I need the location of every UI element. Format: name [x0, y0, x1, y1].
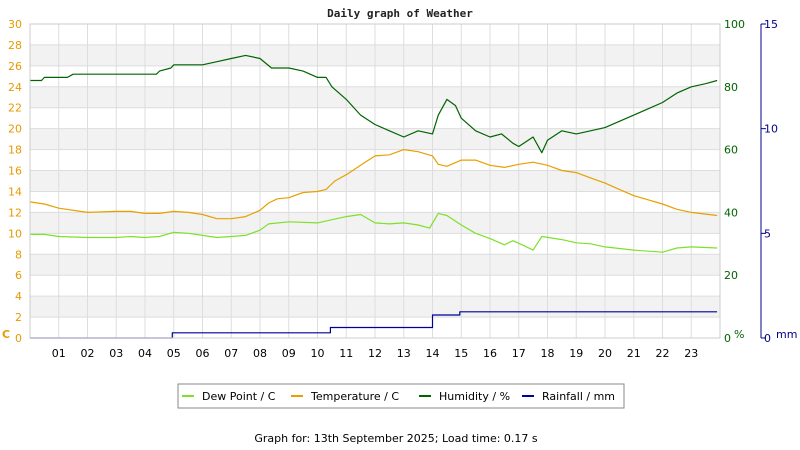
y-tick-label: 26 — [8, 60, 22, 73]
humidity-tick-label: 40 — [724, 206, 738, 219]
y-tick-label: 20 — [8, 123, 22, 136]
series-layer — [29, 54, 718, 339]
x-tick-label: 21 — [627, 347, 641, 360]
y-tick-label: 28 — [8, 39, 22, 52]
legend-box — [177, 383, 625, 409]
x-tick-label: 10 — [311, 347, 325, 360]
y-tick-label: 6 — [15, 269, 22, 282]
rainfall-tick-label: 15 — [764, 18, 778, 31]
x-tick-label: 07 — [224, 347, 238, 360]
humidity-tick-label: 60 — [724, 144, 738, 157]
y-tick-label: 22 — [8, 102, 22, 115]
x-tick-label: 03 — [109, 347, 123, 360]
x-tick-label: 22 — [656, 347, 670, 360]
x-tick-label: 11 — [339, 347, 353, 360]
y-tick-label: 10 — [8, 227, 22, 240]
legend: Dew Point / C Temperature / C Humidity / %… — [177, 383, 625, 409]
plot-frame — [29, 23, 721, 339]
humidity-axis-unit: % — [734, 328, 744, 341]
legend-label: Humidity / % — [439, 390, 510, 403]
rainfall-tick-label: 10 — [764, 123, 778, 136]
x-tick-label: 19 — [569, 347, 583, 360]
y-tick-label: 24 — [8, 81, 22, 94]
y-tick-label: 14 — [8, 185, 22, 198]
humidity-tick-label: 80 — [724, 81, 738, 94]
y-tick-label: 12 — [8, 206, 22, 219]
humidity-tick-label: 100 — [724, 18, 745, 31]
y-tick-label: 16 — [8, 165, 22, 178]
humidity-axis: 0 20 40 60 80 100% — [724, 18, 745, 345]
x-tick-label: 05 — [167, 347, 181, 360]
left-axis-unit: C — [2, 328, 10, 341]
footer-text: Graph for: 13th September 2025; Load tim… — [254, 432, 538, 445]
series-line-rainfall-mm — [30, 311, 718, 339]
series-line-humidity — [30, 54, 718, 154]
x-tick-label: 06 — [196, 347, 210, 360]
y-tick-label: 30 — [8, 18, 22, 31]
x-tick-label: 18 — [541, 347, 555, 360]
x-tick-label: 17 — [512, 347, 526, 360]
x-tick-label: 14 — [426, 347, 440, 360]
y-tick-label: 4 — [15, 290, 22, 303]
x-tick-label: 16 — [483, 347, 497, 360]
x-tick-label: 04 — [138, 347, 152, 360]
y-tick-label: 0 — [15, 332, 22, 345]
series-line-temperature-c — [29, 149, 718, 220]
x-tick-label: 20 — [598, 347, 612, 360]
rainfall-tick-label: 0 — [764, 332, 771, 345]
x-tick-label: 23 — [684, 347, 698, 360]
x-tick-label: 01 — [52, 347, 66, 360]
y-tick-label: 18 — [8, 144, 22, 157]
plot-border — [29, 23, 721, 339]
series-line-dew-point-c — [30, 212, 718, 253]
legend-label: Dew Point / C — [202, 390, 276, 403]
x-tick-label: 12 — [368, 347, 382, 360]
legend-label: Temperature / C — [310, 390, 399, 403]
rainfall-tick-label: 5 — [764, 227, 771, 240]
rainfall-axis: 0 5 10 15 mm — [760, 18, 797, 345]
x-tick-label: 13 — [397, 347, 411, 360]
legend-label: Rainfall / mm — [542, 390, 615, 403]
humidity-tick-label: 20 — [724, 269, 738, 282]
x-tick-label: 08 — [253, 347, 267, 360]
x-axis: 01 02 03 04 05 06 07 08 09 10 11 12 13 14 15 16 17 18 19 20… — [52, 347, 699, 360]
x-tick-label: 15 — [454, 347, 468, 360]
y-tick-label: 8 — [15, 248, 22, 261]
x-tick-label: 09 — [282, 347, 296, 360]
chart-title: Daily graph of Weather — [327, 7, 473, 20]
y-tick-label: 2 — [15, 311, 22, 324]
humidity-tick-label: 0 — [724, 332, 731, 345]
rainfall-axis-unit: mm — [776, 328, 797, 341]
x-tick-label: 02 — [81, 347, 95, 360]
